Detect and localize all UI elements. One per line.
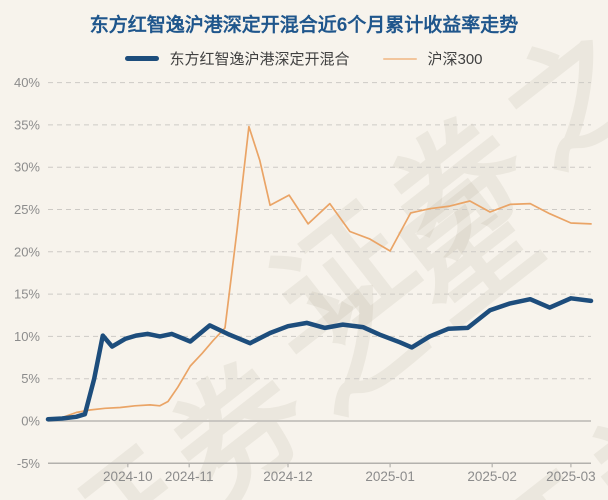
y-tick-label: 25%: [14, 202, 40, 217]
chart-header: 东方红智逸沪港深定开混合近6个月累计收益率走势 东方红智逸沪港深定开混合 沪深3…: [0, 0, 608, 69]
fund-line-swatch-icon: [125, 56, 160, 61]
y-tick-label: 15%: [14, 287, 40, 302]
y-tick-label: -5%: [17, 456, 41, 471]
legend-fund-label: 东方红智逸沪港深定开混合: [169, 51, 350, 68]
x-axis: 2024-10 2024-11 2024-12 2025-01 2025-02 2025-…: [103, 463, 596, 484]
x-tick-label: 2025-03: [546, 469, 596, 484]
chart-legend: 东方红智逸沪港深定开混合 沪深300: [0, 48, 608, 69]
x-tick-label: 2025-01: [365, 469, 415, 484]
y-tick-label: 35%: [14, 117, 40, 132]
y-tick-label: 30%: [14, 160, 40, 175]
fund-line-series: [45, 296, 594, 422]
y-tick-label: 10%: [14, 329, 40, 344]
y-tick-label: 20%: [14, 244, 40, 259]
x-tick-label: 2024-12: [263, 469, 313, 484]
y-tick-label: 40%: [14, 75, 40, 90]
legend-item-index: 沪深300: [383, 48, 483, 69]
index-line-swatch-icon: [383, 57, 418, 60]
y-tick-label: 0%: [21, 414, 40, 429]
y-axis: 40% 35% 30% 25% 20% 15% 10% 5% 0% -5%: [14, 75, 591, 471]
x-tick-label: 2025-02: [467, 469, 517, 484]
x-tick-label: 2024-10: [103, 469, 153, 484]
x-tick-label: 2024-11: [165, 469, 214, 484]
y-tick-label: 5%: [21, 371, 40, 386]
legend-item-fund: 东方红智逸沪港深定开混合: [125, 48, 349, 69]
legend-index-label: 沪深300: [427, 51, 483, 68]
index-line-series: [47, 125, 592, 422]
chart-title: 东方红智逸沪港深定开混合近6个月累计收益率走势: [89, 15, 519, 36]
